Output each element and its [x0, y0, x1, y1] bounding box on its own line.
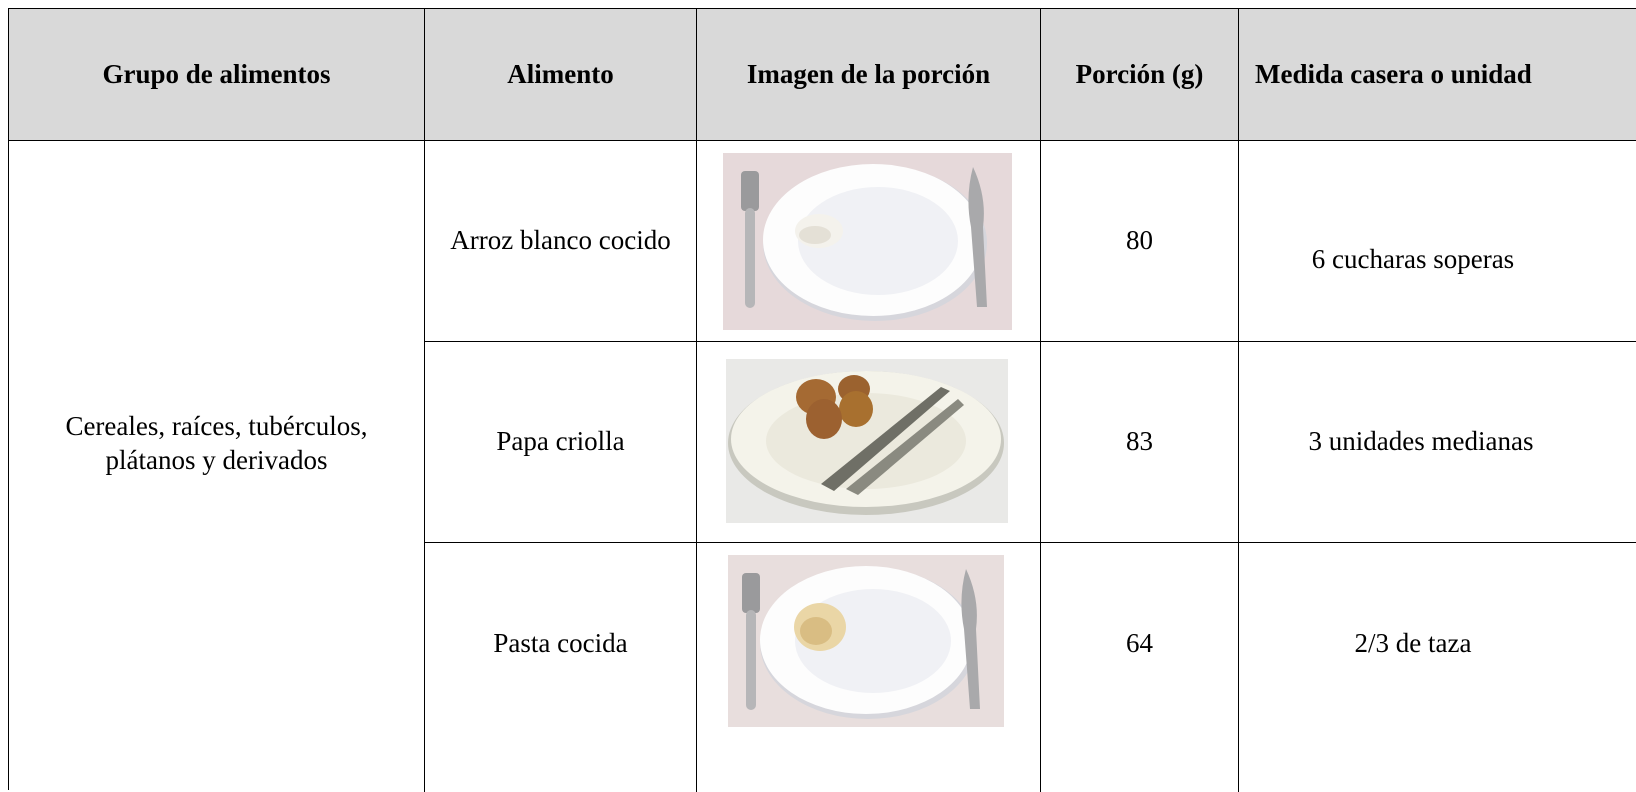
measure-text: 6 cucharas soperas [1311, 244, 1515, 275]
header-text: Medida casera o unidad [1255, 58, 1532, 89]
portion-text: 64 [1126, 627, 1153, 658]
page: Grupo de alimentos Alimento Imagen de la… [8, 8, 1636, 792]
group-text: Cereales, raíces, tubérculos, plátanos y… [65, 410, 368, 475]
group-cell: Cereales, raíces, tubérculos, plátanos y… [8, 140, 425, 790]
header-text: Porción (g) [1075, 58, 1204, 89]
portion-text: 80 [1126, 225, 1153, 256]
portion-cell: 83 [1040, 341, 1239, 543]
rice-image [723, 153, 1012, 330]
pasta-image [728, 555, 1004, 727]
header-text: Alimento [507, 58, 614, 89]
portion-cell: 64 [1040, 542, 1239, 792]
measure-cell: 3 unidades medianas [1238, 341, 1636, 543]
header-cell: Alimento [424, 8, 697, 141]
measure-text: 2/3 de taza [1354, 627, 1472, 658]
portion-text: 83 [1126, 426, 1153, 457]
food-cell: Papa criolla [424, 341, 697, 543]
measure-text: 3 unidades medianas [1308, 426, 1534, 457]
header-cell: Porción (g) [1040, 8, 1239, 141]
header-text: Imagen de la porción [746, 58, 991, 89]
measure-cell: 2/3 de taza [1238, 542, 1636, 792]
portion-cell: 80 [1040, 140, 1239, 342]
food-text: Arroz blanco cocido [450, 225, 671, 256]
food-text: Papa criolla [496, 426, 625, 457]
measure-cell: 6 cucharas soperas [1238, 140, 1636, 342]
header-text: Grupo de alimentos [102, 58, 331, 89]
header-cell: Grupo de alimentos [8, 8, 425, 141]
food-text: Pasta cocida [493, 627, 628, 658]
food-cell: Arroz blanco cocido [424, 140, 697, 342]
food-cell: Pasta cocida [424, 542, 697, 792]
header-cell: Imagen de la porción [696, 8, 1041, 141]
potato-image [726, 359, 1008, 523]
header-cell: Medida casera o unidad [1238, 8, 1636, 141]
